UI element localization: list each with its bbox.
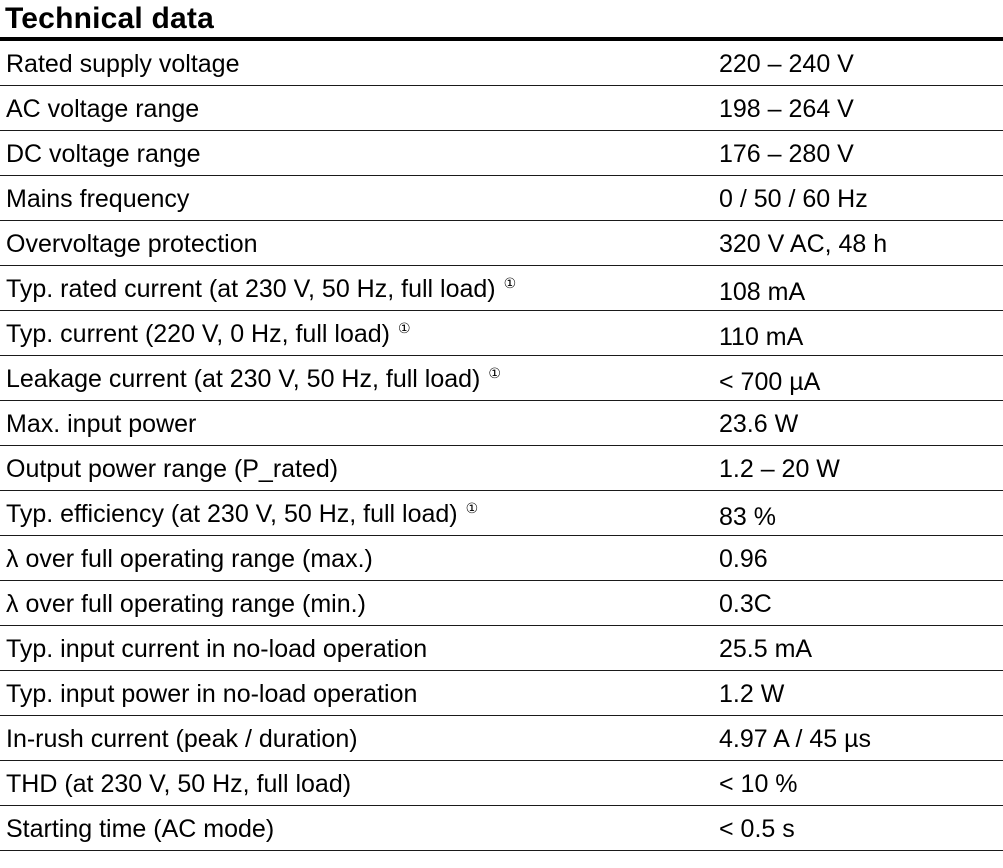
row-label: Starting time (AC mode): [6, 815, 275, 843]
footnote-mark: ①: [488, 365, 501, 381]
row-label: λ over full operating range (max.): [6, 545, 373, 573]
row-label: Typ. input current in no-load operation: [6, 635, 428, 663]
row-label-text: Leakage current (at 230 V, 50 Hz, full l…: [6, 365, 481, 393]
row-value: 220 – 240 V: [719, 50, 854, 78]
row-value: 108 mA: [719, 278, 806, 306]
row-label: Rated supply voltage: [6, 50, 240, 78]
row-label: Typ. input power in no-load operation: [6, 680, 418, 708]
row-value: 198 – 264 V: [719, 95, 854, 123]
row-value: 1.2 W: [719, 680, 785, 708]
row-value: 4.97 A / 45 µs: [719, 725, 872, 753]
row-value: < 700 µA: [719, 368, 821, 396]
row-label: In-rush current (peak / duration): [6, 725, 358, 753]
footnote-mark: ①: [397, 320, 411, 336]
technical-data-table: Rated supply voltage 220 – 240 V AC volt…: [0, 41, 1003, 851]
table-row: Typ. efficiency (at 230 V, 50 Hz, full l…: [0, 491, 1003, 536]
footnote-mark: ①: [465, 500, 479, 516]
table-row: Overvoltage protection 320 V AC, 48 h: [0, 221, 1003, 266]
table-row: Typ. rated current (at 230 V, 50 Hz, ful…: [0, 266, 1003, 311]
table-row: Typ. input power in no-load operation 1.…: [0, 671, 1003, 716]
footnote-mark: ①: [503, 275, 517, 291]
row-value: < 10 %: [719, 770, 798, 798]
row-label: Mains frequency: [6, 185, 190, 213]
row-label: Overvoltage protection: [6, 230, 258, 258]
row-value: 0.3C: [719, 590, 772, 618]
row-label: DC voltage range: [6, 140, 201, 168]
row-value: 23.6 W: [719, 410, 799, 438]
table-row: Mains frequency 0 / 50 / 60 Hz: [0, 176, 1003, 221]
table-row: Typ. current (220 V, 0 Hz, full load) ① 1…: [0, 311, 1003, 356]
row-label: Typ. current (220 V, 0 Hz, full load) ①: [6, 313, 411, 349]
row-label-text: Typ. rated current (at 230 V, 50 Hz, ful…: [6, 275, 496, 303]
row-value: 110 mA: [719, 323, 804, 351]
table-row: λ over full operating range (min.) 0.3C: [0, 581, 1003, 626]
row-value: 83 %: [719, 503, 776, 531]
row-label: λ over full operating range (min.): [6, 590, 366, 618]
table-row: Typ. input current in no-load operation …: [0, 626, 1003, 671]
table-row: λ over full operating range (max.) 0.96: [0, 536, 1003, 581]
row-label: Output power range (P_rated): [6, 455, 339, 483]
table-row: Starting time (AC mode) < 0.5 s: [0, 806, 1003, 851]
table-row: Max. input power 23.6 W: [0, 401, 1003, 446]
table-row: Output power range (P_rated) 1.2 – 20 W: [0, 446, 1003, 491]
row-label: Max. input power: [6, 410, 197, 438]
row-label-text: Typ. efficiency (at 230 V, 50 Hz, full l…: [6, 500, 458, 528]
row-value: 176 – 280 V: [719, 140, 854, 168]
row-label: AC voltage range: [6, 95, 200, 123]
table-row: Rated supply voltage 220 – 240 V: [0, 41, 1003, 86]
row-label: Leakage current (at 230 V, 50 Hz, full l…: [6, 358, 501, 394]
row-value: 1.2 – 20 W: [719, 455, 840, 483]
row-value: 0 / 50 / 60 Hz: [719, 185, 868, 213]
table-row: THD (at 230 V, 50 Hz, full load) < 10 %: [0, 761, 1003, 806]
row-value: 25.5 mA: [719, 635, 813, 663]
row-value: 320 V AC, 48 h: [719, 230, 888, 258]
row-label: THD (at 230 V, 50 Hz, full load): [6, 770, 352, 798]
table-row: AC voltage range 198 – 264 V: [0, 86, 1003, 131]
row-label: Typ. efficiency (at 230 V, 50 Hz, full l…: [6, 493, 478, 529]
table-row: Leakage current (at 230 V, 50 Hz, full l…: [0, 356, 1003, 401]
title-rule: [0, 37, 1003, 41]
section-title: Technical data: [5, 2, 214, 35]
row-value: < 0.5 s: [719, 815, 795, 843]
row-label: Typ. rated current (at 230 V, 50 Hz, ful…: [6, 268, 516, 304]
table-row: In-rush current (peak / duration) 4.97 A…: [0, 716, 1003, 761]
row-label-text: Typ. current (220 V, 0 Hz, full load): [6, 320, 390, 348]
row-value: 0.96: [719, 545, 768, 573]
table-row: DC voltage range 176 – 280 V: [0, 131, 1003, 176]
